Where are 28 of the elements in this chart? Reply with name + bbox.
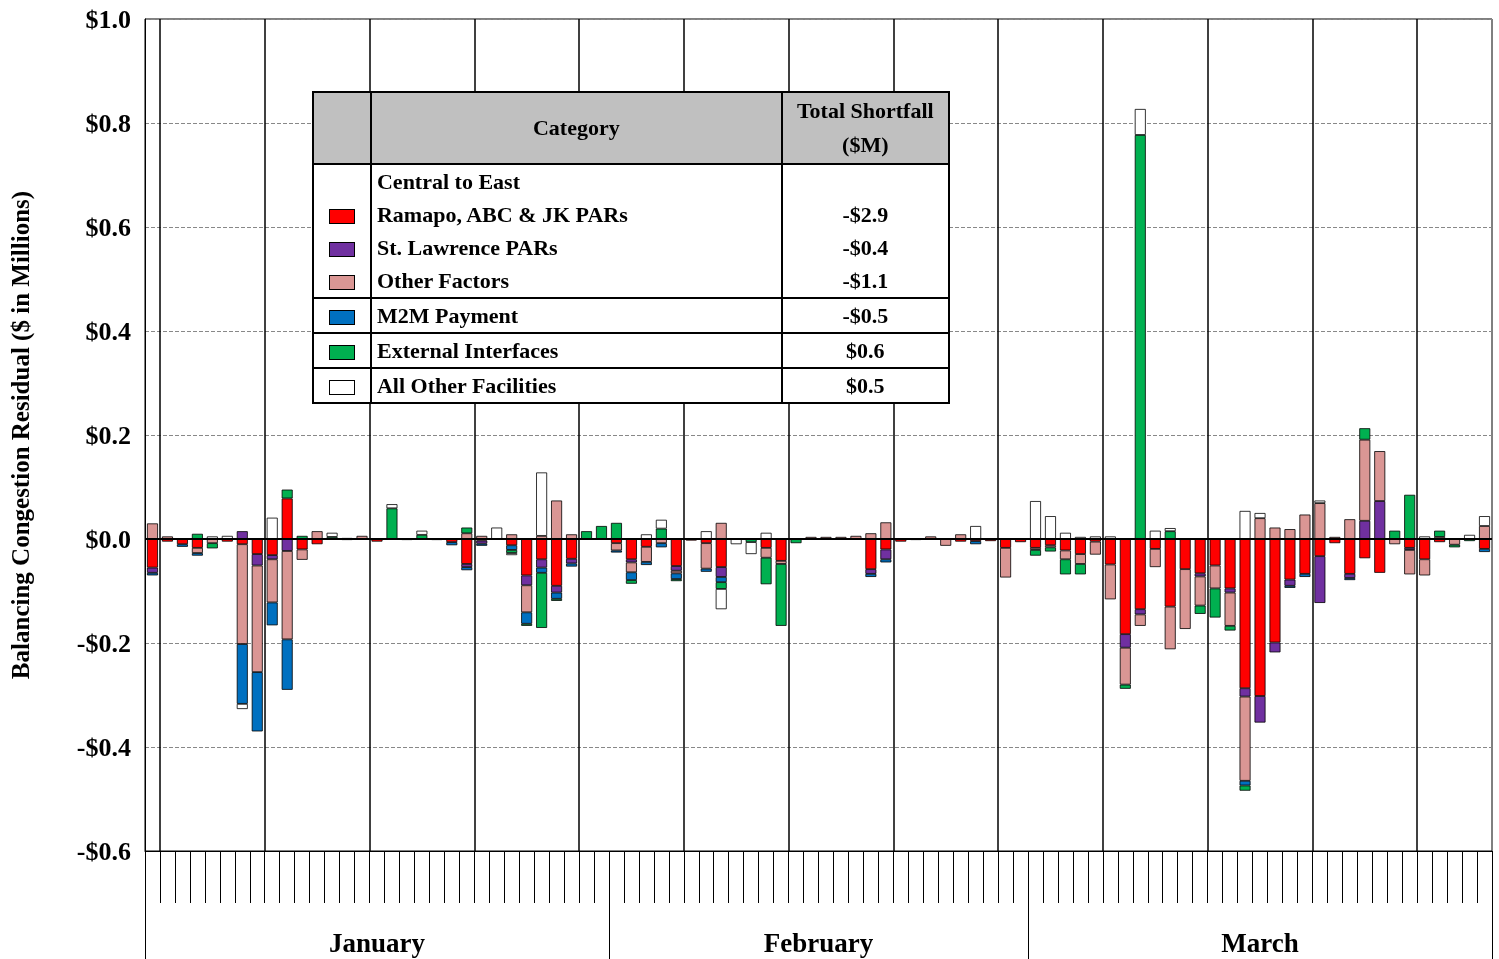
y-axis-title: Balancing Congestion Residual ($ in Millions) [7, 190, 35, 680]
x-tick-label: March [1221, 927, 1299, 958]
y-tick-label: $0.4 [85, 316, 131, 346]
legend-label: Ramapo, ABC & JK PARs [370, 198, 782, 231]
y-tick-label: -$0.6 [76, 836, 131, 866]
x-tick-label: February [763, 927, 874, 958]
x-tick-label: January [328, 927, 426, 958]
legend-title: Category [370, 92, 782, 164]
y-tick-label: -$0.4 [76, 732, 131, 762]
annotation: -$0.4 [841, 234, 890, 262]
annotation: -$0.5 [781, 298, 949, 333]
annotation: Central to East [370, 164, 782, 198]
y-tick-label: $0.8 [85, 108, 131, 138]
y-tick-label: $0.6 [85, 212, 131, 242]
y-tick-label: $0.2 [85, 420, 131, 450]
legend-label: Other Factors [370, 264, 782, 298]
annotation: Total Shortfall ($M) [781, 92, 949, 164]
y-tick-label: -$0.2 [76, 628, 131, 658]
annotation: -$2.9 [841, 201, 890, 229]
y-tick-label: $1.0 [85, 4, 131, 34]
annotation: $0.5 [845, 372, 886, 400]
annotation: -$1.1 [781, 264, 949, 298]
legend-label: M2M Payment [370, 298, 782, 333]
legend-label: St. Lawrence PARs [370, 231, 782, 264]
legend-label: All Other Facilities [370, 368, 782, 403]
y-tick-label: $0.0 [85, 524, 131, 554]
annotation: $0.6 [781, 333, 949, 368]
legend-label: External Interfaces [370, 333, 782, 368]
